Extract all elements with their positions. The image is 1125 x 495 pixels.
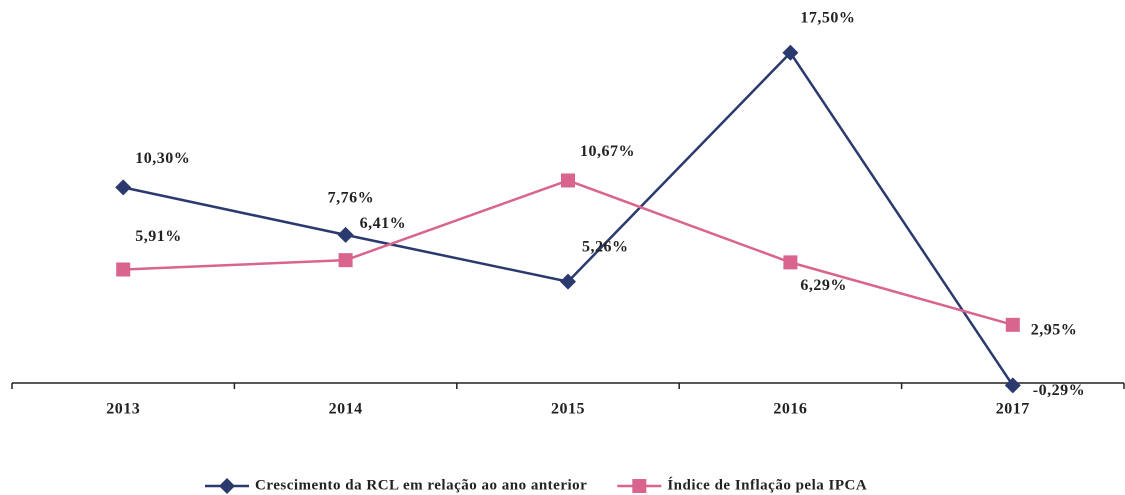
x-tick-label: 2014 [329, 401, 363, 418]
x-tick-label: 2013 [106, 401, 140, 418]
diamond-marker [782, 44, 799, 61]
square-marker [338, 253, 353, 268]
legend-text: Índice de Inflação pela IPCA [667, 476, 867, 493]
data-label: 7,76% [328, 190, 375, 207]
series-line [123, 179, 1014, 327]
square-marker [1005, 317, 1020, 332]
diamond-marker [219, 478, 235, 494]
square-marker [116, 262, 131, 277]
series-line [122, 50, 1014, 387]
diamond-marker [115, 179, 132, 196]
data-label: 6,41% [360, 215, 407, 232]
data-label: 5,26% [582, 238, 629, 255]
legend-text: Crescimento da RCL em relação ao ano ant… [255, 477, 587, 493]
x-tick-label: 2015 [551, 401, 585, 418]
x-tick-label: 2017 [996, 401, 1030, 418]
data-label: 17,50% [800, 9, 855, 26]
data-label: 5,91% [135, 228, 182, 245]
diamond-marker [337, 226, 354, 243]
data-label: 2,95% [1031, 322, 1078, 339]
square-marker [783, 255, 798, 270]
data-label: -0,29% [1033, 382, 1085, 399]
data-label: 6,29% [800, 277, 847, 294]
diamond-marker [1004, 377, 1021, 394]
x-tick-label: 2016 [773, 401, 807, 418]
diamond-marker [560, 273, 576, 290]
square-marker [632, 479, 647, 493]
data-label: 10,30% [135, 150, 190, 167]
square-marker [561, 173, 575, 188]
data-label: 10,67% [580, 143, 635, 160]
